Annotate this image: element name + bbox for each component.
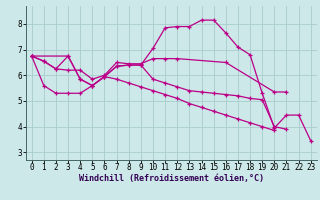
X-axis label: Windchill (Refroidissement éolien,°C): Windchill (Refroidissement éolien,°C): [79, 174, 264, 183]
